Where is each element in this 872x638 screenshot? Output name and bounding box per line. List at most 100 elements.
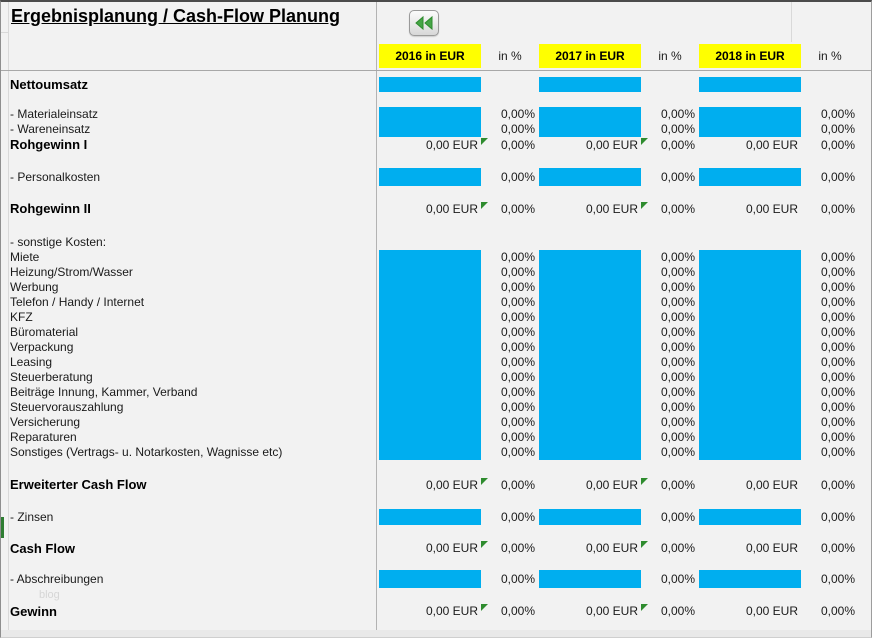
percent-cell-2017: 0,00%: [660, 445, 695, 459]
empty-cell: [481, 235, 539, 250]
input-cell-2017[interactable]: [539, 107, 641, 122]
column-header-row: 2016 in EUR in % 2017 in EUR in % 2018 i…: [376, 44, 871, 68]
input-cell-2018[interactable]: [699, 265, 801, 280]
empty-cell: [481, 620, 539, 630]
row-label: - Materialeinsatz: [10, 107, 99, 121]
empty-cell: [801, 153, 859, 168]
input-cell-2016[interactable]: [379, 325, 481, 340]
input-cell-2017[interactable]: [539, 570, 641, 588]
input-cell-2018[interactable]: [699, 370, 801, 385]
row-label: - Abschreibungen: [10, 572, 104, 586]
input-cell-2018[interactable]: [699, 310, 801, 325]
input-cell-2018[interactable]: [699, 250, 801, 265]
input-cell-2017[interactable]: [539, 325, 641, 340]
empty-cell: [699, 460, 801, 477]
value-cell-2016: 0,00 EUR: [425, 138, 478, 152]
input-cell-2018[interactable]: [699, 168, 801, 186]
percent-cell-2018: 0,00%: [820, 415, 855, 429]
empty-cell: [641, 620, 699, 630]
input-cell-2018[interactable]: [699, 122, 801, 137]
spacer-row: [1, 493, 871, 509]
input-cell-2016[interactable]: [379, 107, 481, 122]
input-cell-2018[interactable]: [699, 430, 801, 445]
input-cell-2017[interactable]: [539, 122, 641, 137]
percent-cell-2018: [801, 77, 859, 92]
empty-cell: [376, 186, 481, 201]
back-button[interactable]: [409, 10, 439, 36]
input-cell-2017[interactable]: [539, 295, 641, 310]
empty-cell: [801, 588, 859, 603]
input-cell-2018[interactable]: [699, 280, 801, 295]
header-2017-pct: in %: [658, 49, 682, 63]
input-cell-2017[interactable]: [539, 250, 641, 265]
empty-cell: [481, 557, 539, 570]
input-cell-2018[interactable]: [699, 107, 801, 122]
input-cell-2017[interactable]: [539, 400, 641, 415]
input-cell-2018[interactable]: [699, 355, 801, 370]
input-cell-2017[interactable]: [539, 509, 641, 525]
input-cell-2017[interactable]: [539, 265, 641, 280]
input-cell-2017[interactable]: [539, 310, 641, 325]
percent-cell-2017: 0,00%: [660, 250, 695, 264]
input-cell-2017[interactable]: [539, 355, 641, 370]
input-cell-2016[interactable]: [379, 430, 481, 445]
input-cell-2016[interactable]: [379, 250, 481, 265]
input-cell-2016[interactable]: [379, 370, 481, 385]
input-cell-2017[interactable]: [539, 77, 641, 92]
input-cell-2018[interactable]: [699, 325, 801, 340]
input-cell-2018[interactable]: [699, 340, 801, 355]
input-cell-2016[interactable]: [379, 415, 481, 430]
input-cell-2018[interactable]: [699, 509, 801, 525]
input-cell-2016[interactable]: [379, 400, 481, 415]
input-cell-2016[interactable]: [379, 340, 481, 355]
input-cell-2016[interactable]: [379, 310, 481, 325]
percent-cell-2018: 0,00%: [820, 295, 855, 309]
empty-cell: [641, 460, 699, 477]
table-row: - Materialeinsatz 0,00% 0,00% 0,00%: [1, 107, 871, 122]
percent-cell-2016: [481, 77, 539, 92]
empty-cell: [539, 493, 641, 509]
input-cell-2016[interactable]: [379, 385, 481, 400]
value-cell-2017: 0,00 EUR: [585, 478, 638, 492]
input-cell-2016[interactable]: [379, 295, 481, 310]
input-cell-2016[interactable]: [379, 445, 481, 460]
percent-cell-2018: 0,00%: [820, 572, 855, 586]
input-cell-2016[interactable]: [379, 509, 481, 525]
input-cell-2016[interactable]: [379, 168, 481, 186]
input-cell-2018[interactable]: [699, 385, 801, 400]
input-cell-2018[interactable]: [699, 400, 801, 415]
input-cell-2017[interactable]: [539, 430, 641, 445]
percent-cell-2017: 0,00%: [641, 137, 699, 153]
input-cell-2018[interactable]: [699, 445, 801, 460]
input-cell-2017[interactable]: [539, 370, 641, 385]
table-row: KFZ 0,00% 0,00% 0,00%: [1, 310, 871, 325]
percent-cell-2016: 0,00%: [481, 540, 539, 557]
input-cell-2017[interactable]: [539, 415, 641, 430]
input-cell-2016[interactable]: [379, 355, 481, 370]
empty-cell: [699, 557, 801, 570]
empty-cell: [641, 217, 699, 235]
percent-cell-2016: 0,00%: [500, 572, 535, 586]
input-cell-2018[interactable]: [699, 415, 801, 430]
input-cell-2018[interactable]: [699, 295, 801, 310]
input-cell-2016[interactable]: [379, 265, 481, 280]
input-cell-2017[interactable]: [539, 168, 641, 186]
input-cell-2018[interactable]: [699, 77, 801, 92]
percent-cell-2016: 0,00%: [500, 250, 535, 264]
input-cell-2016[interactable]: [379, 122, 481, 137]
input-cell-2016[interactable]: [379, 77, 481, 92]
input-cell-2017[interactable]: [539, 280, 641, 295]
input-cell-2016[interactable]: [379, 570, 481, 588]
edge-selection-mark: [1, 517, 4, 538]
row-label: [1, 186, 376, 201]
input-cell-2017[interactable]: [539, 385, 641, 400]
input-cell-2017[interactable]: [539, 340, 641, 355]
input-cell-2018[interactable]: [699, 570, 801, 588]
input-cell-2017[interactable]: [539, 445, 641, 460]
table-row: Rohgewinn II 0,00 EUR 0,00% 0,00 EUR 0,00% 0,…: [1, 201, 871, 217]
input-cell-2016[interactable]: [379, 280, 481, 295]
empty-cell: [641, 235, 699, 250]
row-label: [1, 70, 376, 77]
table-row: Verpackung 0,00% 0,00% 0,00%: [1, 340, 871, 355]
empty-cell: [376, 92, 481, 107]
